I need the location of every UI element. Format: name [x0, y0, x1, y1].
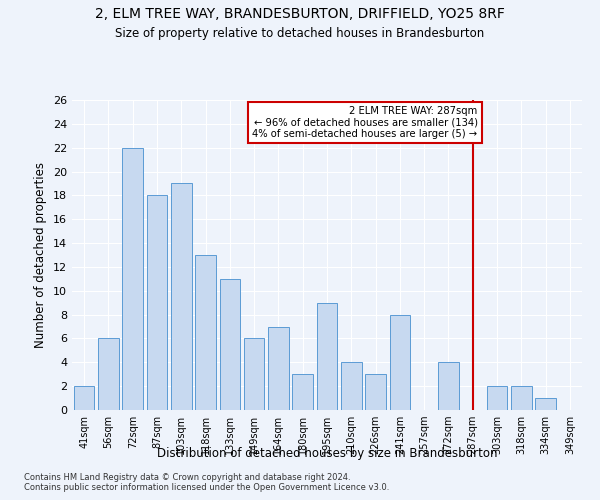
Bar	[292, 374, 313, 410]
Text: 2 ELM TREE WAY: 287sqm
← 96% of detached houses are smaller (134)
4% of semi-det: 2 ELM TREE WAY: 287sqm ← 96% of detached…	[253, 106, 478, 139]
Bar	[365, 374, 386, 410]
Bar	[511, 386, 532, 410]
Text: Distribution of detached houses by size in Brandesburton: Distribution of detached houses by size …	[157, 448, 497, 460]
Bar	[171, 184, 191, 410]
Bar	[535, 398, 556, 410]
Bar	[220, 279, 240, 410]
Bar	[195, 255, 216, 410]
Bar	[389, 314, 410, 410]
Text: Size of property relative to detached houses in Brandesburton: Size of property relative to detached ho…	[115, 28, 485, 40]
Bar	[244, 338, 265, 410]
Bar	[487, 386, 508, 410]
Bar	[98, 338, 119, 410]
Text: Contains HM Land Registry data © Crown copyright and database right 2024.: Contains HM Land Registry data © Crown c…	[24, 472, 350, 482]
Bar	[146, 196, 167, 410]
Text: Contains public sector information licensed under the Open Government Licence v3: Contains public sector information licen…	[24, 484, 389, 492]
Bar	[122, 148, 143, 410]
Text: 2, ELM TREE WAY, BRANDESBURTON, DRIFFIELD, YO25 8RF: 2, ELM TREE WAY, BRANDESBURTON, DRIFFIEL…	[95, 8, 505, 22]
Bar	[317, 302, 337, 410]
Y-axis label: Number of detached properties: Number of detached properties	[34, 162, 47, 348]
Bar	[74, 386, 94, 410]
Bar	[341, 362, 362, 410]
Bar	[268, 326, 289, 410]
Bar	[438, 362, 459, 410]
